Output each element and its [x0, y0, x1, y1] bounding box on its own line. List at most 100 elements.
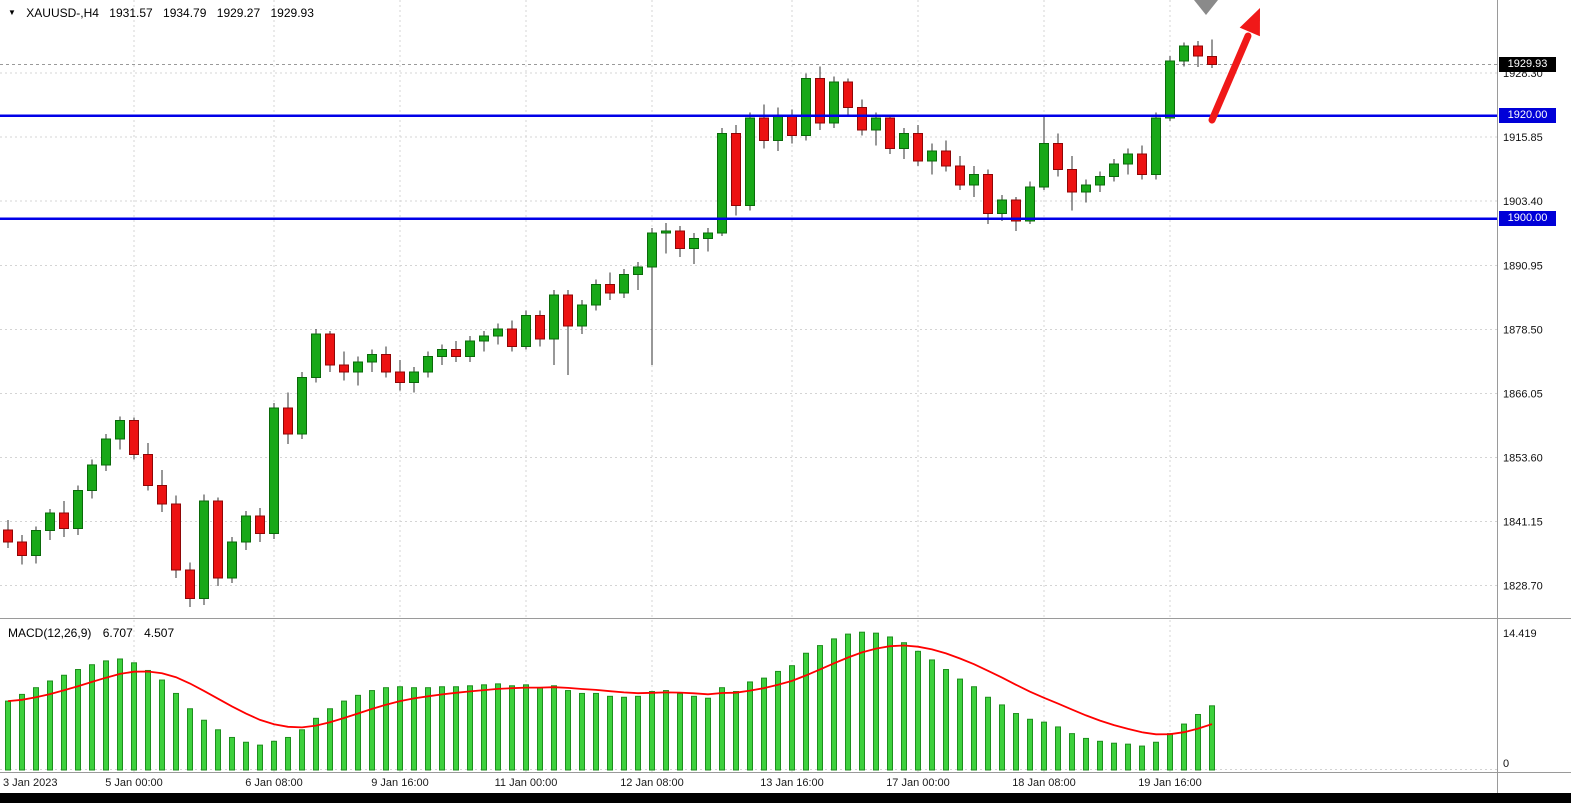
candle — [647, 228, 657, 365]
level-price-badge-1900: 1900.00 — [1499, 211, 1556, 227]
macd-bar — [327, 708, 333, 771]
trend-arrow-shaft[interactable] — [1208, 32, 1252, 124]
macd-bar — [5, 700, 11, 771]
candle-body — [969, 173, 979, 186]
candle — [157, 469, 167, 513]
macd-bar — [803, 652, 809, 771]
macd-bar — [355, 694, 361, 771]
macd-bar — [901, 642, 907, 771]
candle-body — [773, 114, 783, 142]
macd-bar — [47, 680, 53, 771]
macd-signal-value: 4.507 — [144, 626, 175, 640]
candle-body — [857, 107, 867, 131]
macd-axis-min: 0 — [1503, 758, 1510, 770]
candle — [171, 495, 181, 579]
price-tick-label: 1828.70 — [1503, 581, 1543, 593]
candle-body — [101, 438, 111, 466]
macd-bar — [635, 695, 641, 771]
candle-body — [1207, 55, 1217, 66]
candle-body — [661, 230, 671, 234]
trend-arrow-head[interactable] — [1239, 8, 1260, 37]
candle — [969, 166, 979, 198]
bottom-bar — [0, 793, 1571, 803]
candle — [213, 497, 223, 587]
candle — [885, 114, 895, 154]
candle-body — [577, 304, 587, 327]
candle-body — [115, 420, 125, 440]
macd-bar — [733, 691, 739, 771]
candle-body — [185, 569, 195, 600]
candle — [367, 349, 377, 373]
candle-body — [1067, 168, 1077, 193]
candle — [101, 433, 111, 471]
candle — [325, 330, 335, 373]
macd-bar — [761, 677, 767, 771]
macd-bar — [957, 678, 963, 771]
time-tick-label: 5 Jan 00:00 — [105, 777, 163, 789]
candle — [605, 272, 615, 301]
macd-bar — [719, 687, 725, 771]
macd-name: MACD(12,26,9) — [8, 626, 92, 640]
macd-bar — [859, 631, 865, 771]
candle-body — [1095, 176, 1105, 186]
candle — [269, 403, 279, 539]
macd-bar — [495, 683, 501, 771]
macd-bar — [873, 632, 879, 771]
macd-bar — [929, 659, 935, 771]
macd-bar — [1167, 733, 1173, 771]
annotations-layer[interactable] — [1194, 0, 1260, 124]
macd-bar — [215, 729, 221, 771]
candle — [1109, 159, 1119, 182]
macd-bar — [33, 687, 39, 771]
macd-bar — [411, 687, 417, 771]
ohlc-close: 1929.93 — [270, 6, 314, 20]
candle-body — [703, 232, 713, 239]
candle — [479, 330, 489, 352]
macd-bar — [663, 690, 669, 771]
candle — [1123, 148, 1133, 175]
candle — [59, 500, 69, 537]
candle — [521, 310, 531, 350]
macd-bar — [1097, 740, 1103, 771]
macd-bar — [257, 744, 263, 771]
candle — [815, 66, 825, 131]
candle-body — [227, 541, 237, 579]
candle — [409, 366, 419, 393]
macd-bar — [775, 670, 781, 771]
macd-bar — [677, 692, 683, 771]
anchor-marker-icon[interactable] — [1194, 0, 1218, 15]
macd-bar — [229, 736, 235, 771]
macd-bar — [747, 681, 753, 771]
candle — [759, 104, 769, 149]
candle-body — [983, 173, 993, 215]
candle — [983, 169, 993, 224]
time-tick-label: 12 Jan 08:00 — [620, 777, 684, 789]
time-tick-label: 3 Jan 2023 — [3, 777, 58, 789]
candle — [1165, 56, 1175, 121]
candle — [283, 392, 293, 445]
ohlc-open: 1931.57 — [109, 6, 153, 20]
candle-body — [283, 407, 293, 435]
candle-body — [171, 503, 181, 571]
candle-body — [465, 340, 475, 358]
candle — [227, 536, 237, 584]
candle — [297, 372, 307, 440]
candle-body — [269, 407, 279, 535]
macd-bar — [439, 686, 445, 771]
horizontal-level-lines[interactable] — [0, 114, 1498, 220]
price-tick-label: 1903.40 — [1503, 196, 1543, 208]
candle-body — [787, 114, 797, 136]
candle-body — [745, 117, 755, 206]
candle-body — [297, 376, 307, 435]
candle — [1151, 112, 1161, 180]
candle — [857, 99, 867, 136]
candle — [87, 459, 97, 499]
candle — [353, 356, 363, 386]
price-tick-label: 1878.50 — [1503, 324, 1543, 336]
macd-bar — [285, 736, 291, 771]
candle-body — [1137, 153, 1147, 175]
macd-bar — [551, 685, 557, 771]
symbol-dropdown-icon[interactable]: ▼ — [8, 8, 16, 17]
